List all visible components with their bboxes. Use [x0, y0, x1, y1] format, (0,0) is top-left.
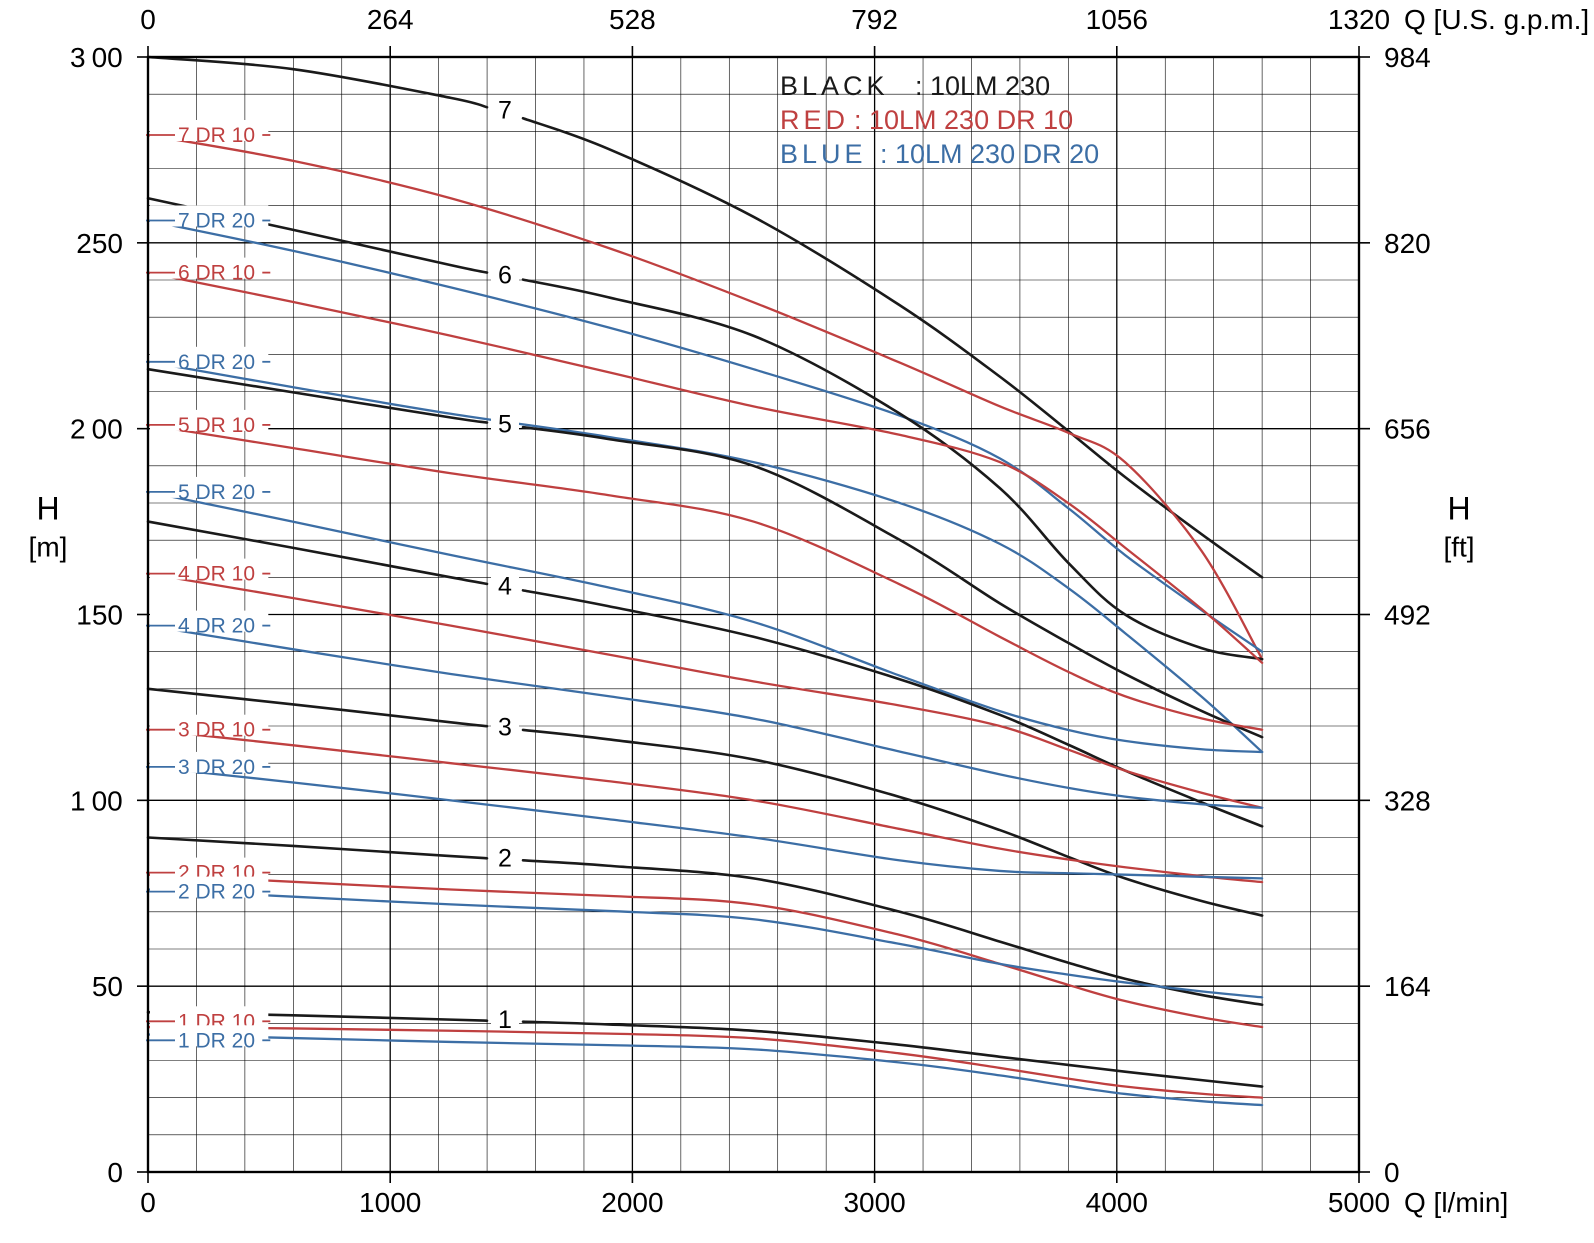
- svg-text:200: 2 00: [70, 414, 123, 445]
- svg-text:7 DR 10: 7 DR 10: [178, 124, 255, 147]
- svg-text:4 DR 20: 4 DR 20: [178, 615, 255, 638]
- svg-text:4: 4: [498, 572, 512, 600]
- svg-text:H: H: [36, 491, 59, 527]
- svg-text:0: 0: [1384, 1157, 1400, 1188]
- svg-text:7 DR 20: 7 DR 20: [178, 210, 255, 233]
- svg-text:984: 984: [1384, 42, 1431, 73]
- svg-text:2: 2: [498, 845, 512, 873]
- svg-text:: 10LM 230 DR 10: : 10LM 230 DR 10: [854, 105, 1073, 135]
- svg-text:[ft]: [ft]: [1443, 532, 1474, 563]
- svg-text:250: 250: [76, 228, 123, 259]
- svg-text:1056: 1056: [1086, 4, 1148, 35]
- svg-text:BLUE: BLUE: [780, 139, 867, 169]
- svg-text:3 DR 20: 3 DR 20: [178, 756, 255, 779]
- svg-text:: 10LM 230: : 10LM 230: [915, 71, 1050, 101]
- svg-text:: 10LM 230 DR 20: : 10LM 230 DR 20: [880, 139, 1099, 169]
- svg-text:2000: 2000: [601, 1187, 663, 1218]
- svg-text:300: 3 00: [70, 42, 123, 73]
- svg-text:[m]: [m]: [29, 532, 68, 563]
- svg-text:1000: 1000: [359, 1187, 421, 1218]
- svg-text:6 DR 20: 6 DR 20: [178, 351, 255, 374]
- svg-text:150: 150: [76, 600, 123, 631]
- svg-text:0: 0: [107, 1157, 123, 1188]
- svg-text:0: 0: [140, 1187, 156, 1218]
- svg-text:5 DR 10: 5 DR 10: [178, 414, 255, 437]
- svg-text:6 DR 10: 6 DR 10: [178, 262, 255, 285]
- svg-text:Q [l/min]: Q [l/min]: [1404, 1187, 1508, 1218]
- svg-text:3: 3: [498, 713, 512, 741]
- svg-text:3000: 3000: [843, 1187, 905, 1218]
- svg-text:7: 7: [498, 96, 512, 124]
- svg-text:792: 792: [851, 4, 898, 35]
- svg-text:4000: 4000: [1086, 1187, 1148, 1218]
- svg-text:Q [U.S. g.p.m.]: Q [U.S. g.p.m.]: [1404, 4, 1589, 35]
- svg-text:492: 492: [1384, 600, 1431, 631]
- svg-text:2 DR 20: 2 DR 20: [178, 881, 255, 904]
- svg-text:264: 264: [367, 4, 414, 35]
- svg-text:6: 6: [498, 262, 512, 290]
- svg-text:H: H: [1447, 491, 1470, 527]
- svg-text:0: 0: [140, 4, 156, 35]
- svg-text:328: 328: [1384, 785, 1431, 816]
- svg-text:4 DR 10: 4 DR 10: [178, 563, 255, 586]
- svg-text:3 DR 10: 3 DR 10: [178, 719, 255, 742]
- svg-text:5: 5: [498, 410, 512, 438]
- svg-text:5 DR 20: 5 DR 20: [178, 481, 255, 504]
- svg-text:164: 164: [1384, 971, 1431, 1002]
- svg-text:5000: 5000: [1328, 1187, 1390, 1218]
- svg-text:820: 820: [1384, 228, 1431, 259]
- svg-text:1: 1: [498, 1006, 512, 1034]
- svg-text:1 DR 20: 1 DR 20: [178, 1029, 255, 1052]
- svg-text:50: 50: [92, 971, 123, 1002]
- svg-text:656: 656: [1384, 414, 1431, 445]
- svg-text:BLACK: BLACK: [780, 71, 889, 101]
- svg-text:RED: RED: [780, 105, 849, 135]
- svg-text:528: 528: [609, 4, 656, 35]
- svg-text:100: 1 00: [70, 785, 123, 816]
- svg-text:1320: 1320: [1328, 4, 1390, 35]
